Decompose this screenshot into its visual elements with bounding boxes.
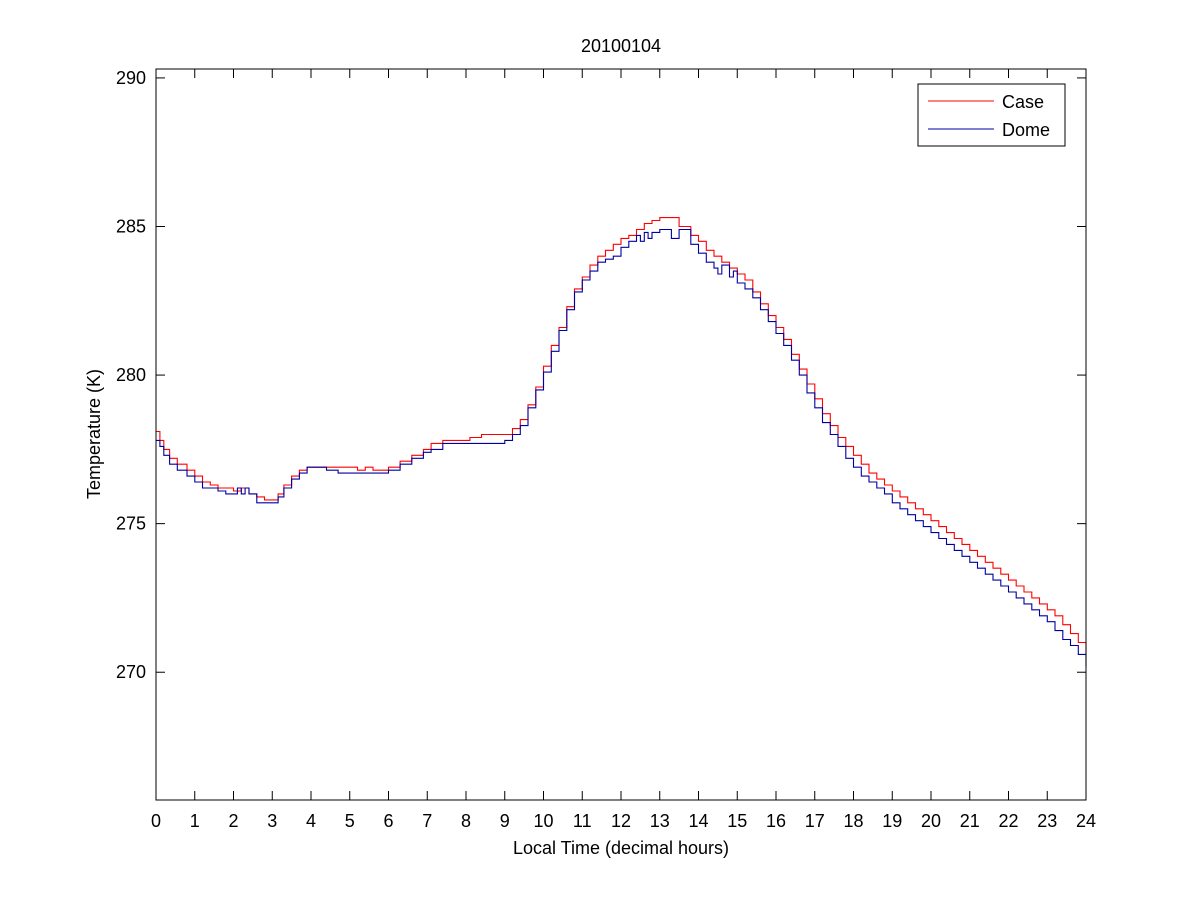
- axes-box: [155, 68, 1087, 801]
- x-tick-label: 22: [998, 811, 1018, 831]
- x-tick-label: 16: [766, 811, 786, 831]
- legend-label-case: Case: [1002, 92, 1044, 112]
- x-tick-label: 2: [228, 811, 238, 831]
- y-tick-label: 275: [116, 514, 146, 534]
- x-tick-label: 3: [267, 811, 277, 831]
- x-tick-label: 17: [805, 811, 825, 831]
- x-tick-label: 5: [345, 811, 355, 831]
- x-tick-label: 4: [306, 811, 316, 831]
- legend-label-dome: Dome: [1002, 120, 1050, 140]
- chart-title: 20100104: [581, 36, 661, 56]
- legend-box: [917, 83, 1066, 147]
- x-tick-label: 6: [383, 811, 393, 831]
- series-layer: [156, 217, 1087, 667]
- tick-layer: 0 1 2 3 4 5 6 7 8 9 10 11 12 13 14 15 16 17 18 19 20 21 22 23 24…: [116, 68, 1096, 831]
- x-tick-label: 15: [727, 811, 747, 831]
- x-tick-label: 23: [1037, 811, 1057, 831]
- x-tick-label: 11: [573, 811, 592, 831]
- x-tick-label: 1: [190, 811, 200, 831]
- x-tick-label: 10: [533, 811, 553, 831]
- series-line-case: [156, 217, 1087, 655]
- x-tick-label: 14: [688, 811, 708, 831]
- legend: Case Dome: [917, 83, 1066, 147]
- x-tick-label: 19: [882, 811, 902, 831]
- y-tick-label: 290: [116, 68, 146, 88]
- x-tick-label: 18: [843, 811, 863, 831]
- series-line-dome: [156, 228, 1087, 667]
- x-tick-label: 0: [151, 811, 161, 831]
- y-tick-label: 285: [116, 216, 146, 236]
- plot-area: [156, 69, 1086, 800]
- x-tick-label: 7: [422, 811, 432, 831]
- x-tick-label: 24: [1076, 811, 1096, 831]
- x-tick-label: 13: [650, 811, 670, 831]
- y-tick-label: 270: [116, 662, 146, 682]
- x-tick-label: 21: [960, 811, 980, 831]
- x-tick-label: 20: [921, 811, 941, 831]
- x-axis-label: Local Time (decimal hours): [513, 838, 729, 858]
- y-tick-label: 280: [116, 365, 146, 385]
- x-tick-label: 12: [611, 811, 631, 831]
- y-axis-label: Temperature (K): [84, 369, 104, 499]
- x-tick-label: 9: [500, 811, 510, 831]
- x-tick-label: 8: [461, 811, 471, 831]
